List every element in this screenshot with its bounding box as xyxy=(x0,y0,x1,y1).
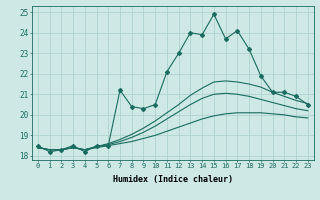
X-axis label: Humidex (Indice chaleur): Humidex (Indice chaleur) xyxy=(113,175,233,184)
